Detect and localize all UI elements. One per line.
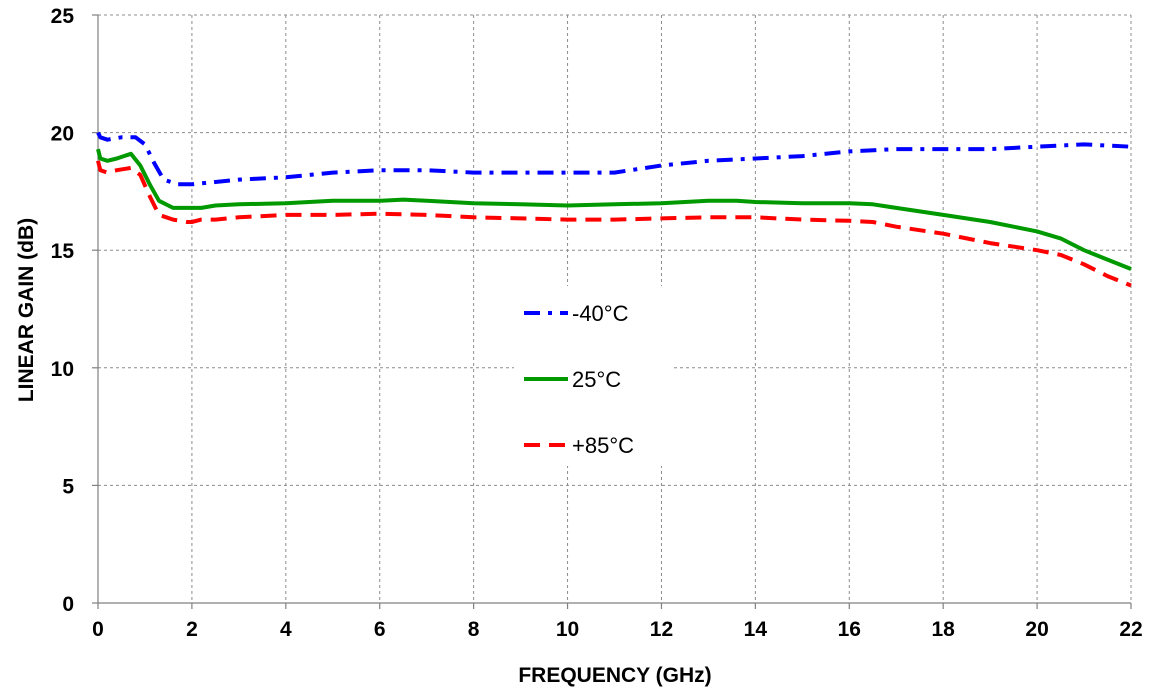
y-tick-label: 5 bbox=[62, 475, 74, 498]
x-tick-label: 18 bbox=[932, 618, 956, 641]
y-axis-title: LINEAR GAIN (dB) bbox=[15, 218, 38, 402]
x-tick-label: 12 bbox=[650, 618, 673, 641]
x-tick-label: 0 bbox=[92, 618, 104, 641]
legend-label-2: +85°C bbox=[572, 433, 634, 458]
legend: -40°C 25°C +85°C bbox=[514, 286, 674, 466]
series-line-2 bbox=[96, 160, 1132, 288]
series-line-1 bbox=[96, 148, 1132, 271]
x-tick-label: 6 bbox=[374, 618, 386, 641]
legend-label-0: -40°C bbox=[572, 301, 629, 326]
y-tick-label: 15 bbox=[51, 240, 75, 263]
tick-labels: 0 2 4 6 8 10 12 14 16 18 20 22 0 5 10 15 20 25 bbox=[51, 5, 1143, 641]
legend-box bbox=[514, 286, 674, 466]
axes bbox=[92, 14, 1132, 609]
x-tick-label: 10 bbox=[556, 618, 579, 641]
x-tick-label: 20 bbox=[1025, 618, 1048, 641]
x-tick-label: 4 bbox=[280, 618, 292, 641]
y-tick-label: 10 bbox=[51, 358, 74, 381]
x-tick-label: 16 bbox=[838, 618, 861, 641]
series-line-0 bbox=[96, 131, 1132, 187]
x-tick-label: 14 bbox=[744, 618, 768, 641]
y-tick-label: 20 bbox=[51, 123, 74, 146]
y-tick-label: 25 bbox=[51, 5, 75, 28]
x-tick-label: 8 bbox=[468, 618, 480, 641]
x-tick-label: 22 bbox=[1119, 618, 1142, 641]
legend-label-1: 25°C bbox=[572, 367, 621, 392]
x-tick-label: 2 bbox=[186, 618, 198, 641]
grid bbox=[98, 14, 1132, 603]
x-axis-title: FREQUENCY (GHz) bbox=[518, 664, 711, 687]
series-lines bbox=[96, 131, 1132, 288]
y-tick-label: 0 bbox=[62, 593, 74, 616]
